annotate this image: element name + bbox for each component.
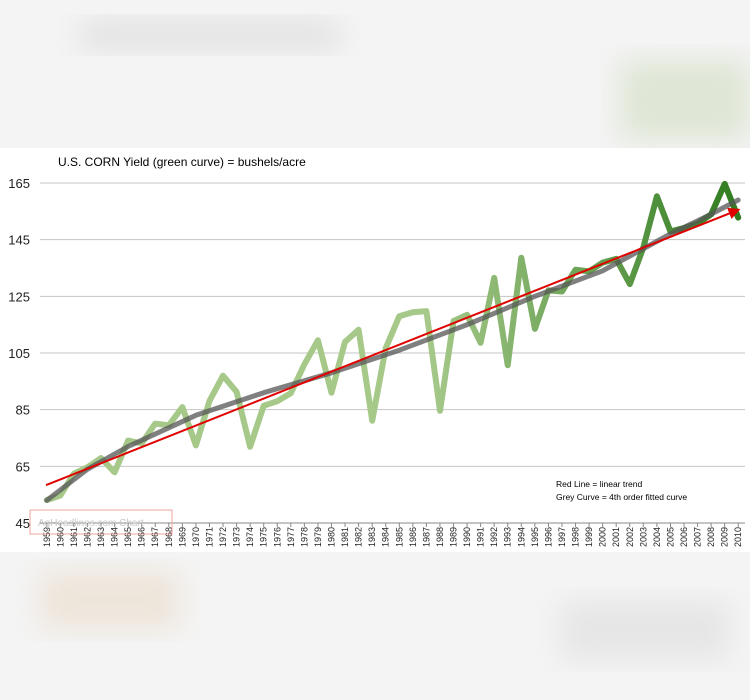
- x-tick-label: 1983: [367, 527, 377, 547]
- x-tick-label: 2003: [638, 527, 648, 547]
- x-tick-label: 2002: [625, 527, 635, 547]
- y-tick-label: 145: [8, 233, 30, 248]
- x-tick-label: 1990: [462, 527, 472, 547]
- x-tick-label: 1964: [110, 527, 120, 547]
- x-tick-label: 1969: [177, 527, 187, 547]
- x-tick-label: 1984: [381, 527, 391, 547]
- x-tick-label: 1961: [69, 527, 79, 547]
- x-tick-label: 1985: [394, 527, 404, 547]
- x-tick-label: 1973: [232, 527, 242, 547]
- x-tick-label: 1981: [340, 527, 350, 547]
- x-tick-label: 2007: [693, 527, 703, 547]
- x-tick-label: 1968: [164, 527, 174, 547]
- x-tick-label: 1987: [421, 527, 431, 547]
- x-tick-label: 1979: [313, 527, 323, 547]
- y-tick-label: 125: [8, 289, 30, 304]
- x-tick-label: 1991: [476, 527, 486, 547]
- x-tick-label: 1977: [286, 527, 296, 547]
- x-tick-label: 1994: [516, 527, 526, 547]
- x-tick-label: 1995: [530, 527, 540, 547]
- x-tick-label: 1999: [584, 527, 594, 547]
- x-tick-label: 1989: [449, 527, 459, 547]
- x-tick-label: 1992: [489, 527, 499, 547]
- x-tick-label: 1966: [137, 527, 147, 547]
- x-tick-label: 1997: [557, 527, 567, 547]
- yield-line: [43, 180, 742, 504]
- x-tick-label: 1986: [408, 527, 418, 547]
- x-tick-label: 2004: [652, 527, 662, 547]
- x-tick-label: 1988: [435, 527, 445, 547]
- x-tick-label: 1962: [82, 527, 92, 547]
- x-tick-label: 1959: [42, 527, 52, 547]
- y-tick-label: 85: [16, 403, 30, 418]
- y-tick-label: 165: [8, 176, 30, 191]
- chart-title: U.S. CORN Yield (green curve) = bushels/…: [58, 155, 306, 169]
- y-tick-label: 105: [8, 346, 30, 361]
- x-tick-label: 1965: [123, 527, 133, 547]
- x-tick-label: 1960: [55, 527, 65, 547]
- x-tick-label: 1998: [571, 527, 581, 547]
- x-tick-label: 1970: [191, 527, 201, 547]
- x-tick-label: 2009: [720, 527, 730, 547]
- x-tick-label: 1996: [543, 527, 553, 547]
- fitted-curve: [44, 197, 741, 503]
- x-tick-label: 2000: [598, 527, 608, 547]
- x-tick-label: 1976: [272, 527, 282, 547]
- x-tick-label: 1978: [299, 527, 309, 547]
- x-tick-label: 2006: [679, 527, 689, 547]
- x-tick-label: 2008: [706, 527, 716, 547]
- y-tick-label: 45: [16, 516, 30, 531]
- x-tick-label: 2001: [611, 527, 621, 547]
- x-tick-label: 2010: [733, 527, 743, 547]
- annotation: Red Line = linear trend: [556, 479, 643, 489]
- y-tick-label: 65: [16, 459, 30, 474]
- grid: 45 65 85 105 125 145 165 1959 1960 1961 1962 1963 19…: [8, 176, 745, 547]
- chart-area: [0, 148, 750, 552]
- x-tick-label: 1993: [503, 527, 513, 547]
- trend-line: [45, 207, 741, 486]
- x-tick-label: 1974: [245, 527, 255, 547]
- x-tick-label: 1971: [204, 527, 214, 547]
- x-tick-label: 2005: [665, 527, 675, 547]
- watermark: AgHeadlines.com Chart: [38, 518, 144, 529]
- annotation: Grey Curve = 4th order fitted curve: [556, 492, 687, 502]
- x-tick-label: 1972: [218, 527, 228, 547]
- x-tick-label: 1982: [354, 527, 364, 547]
- x-tick-label: 1967: [150, 527, 160, 547]
- plot: [43, 180, 742, 504]
- watermark-box: [29, 509, 173, 535]
- x-tick-label: 1975: [259, 527, 269, 547]
- x-tick-label: 1963: [96, 527, 106, 547]
- x-tick-label: 1980: [326, 527, 336, 547]
